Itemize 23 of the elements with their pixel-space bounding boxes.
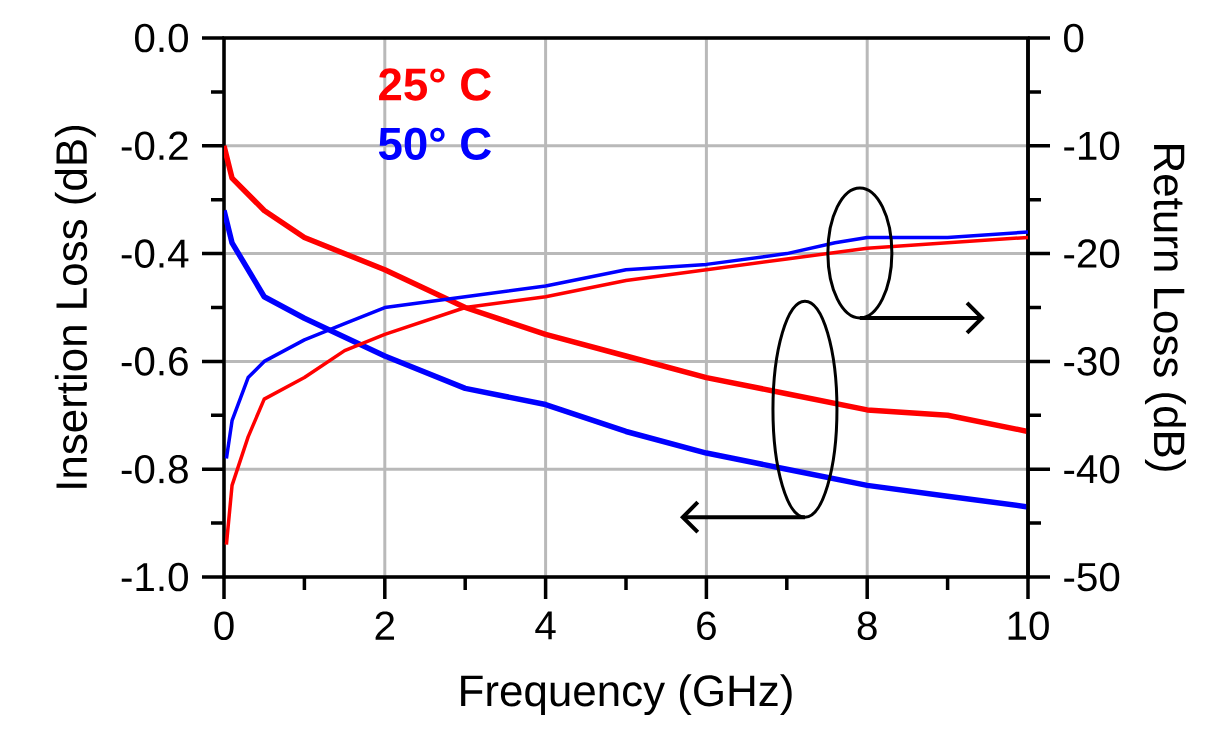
- x-tick-label: 10: [1008, 611, 1049, 641]
- y-tick-label: 0.0: [134, 23, 188, 53]
- y2-tick-label: -50: [1064, 562, 1120, 592]
- y2-tick-label: -10: [1064, 131, 1120, 161]
- x-axis-title: Frequency (GHz): [461, 674, 792, 716]
- y2-tick-label: 0: [1064, 23, 1084, 53]
- y2-tick-label: -30: [1064, 347, 1120, 376]
- x-tick-label: 4: [535, 611, 556, 640]
- y-tick-label: -0.6: [121, 347, 188, 376]
- y-tick-label: -0.8: [121, 454, 188, 484]
- x-tick-label: 2: [375, 611, 395, 640]
- x-tick-label: 8: [857, 611, 877, 641]
- y-tick-label: -1.0: [121, 562, 188, 592]
- x-tick-label: 6: [697, 611, 716, 641]
- y2-tick-label: -20: [1064, 239, 1120, 268]
- text: 50° C: [378, 127, 491, 160]
- y2-tick-label: -40: [1064, 454, 1120, 484]
- text: 25° C: [379, 68, 491, 101]
- x-tick-label: 0: [214, 611, 234, 641]
- y-axis-title: Insertion Loss (dB): [54, 125, 96, 488]
- y-tick-label: -0.4: [121, 239, 189, 268]
- y-tick-label: -0.2: [121, 131, 188, 161]
- y2-axis-title: Return Loss (dB): [1144, 145, 1186, 471]
